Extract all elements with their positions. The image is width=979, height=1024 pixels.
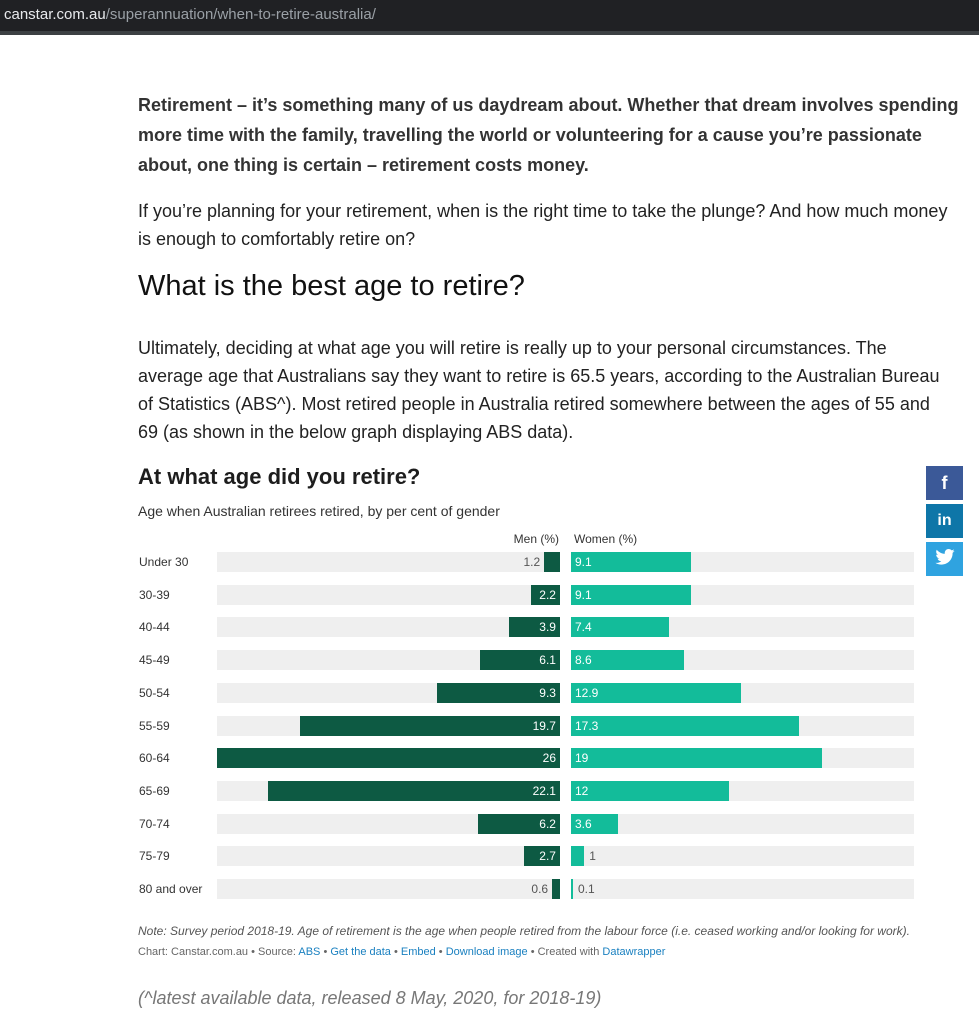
category-label: 30-39: [139, 587, 170, 602]
chart-title: At what age did you retire?: [138, 464, 421, 489]
section-heading: What is the best age to retire?: [138, 270, 525, 302]
men-track: [217, 552, 560, 572]
linkedin-share-button[interactable]: in: [926, 504, 963, 538]
men-bar: [530, 584, 560, 605]
men-track: [217, 617, 560, 638]
created-with-text: Created with: [537, 946, 603, 958]
article-paragraph-2: Ultimately, deciding at what age you wil…: [138, 338, 940, 442]
men-track: [217, 584, 560, 605]
women-value-label: 8.6: [575, 653, 592, 668]
credit-sep: •: [435, 946, 446, 958]
browser-address-bar[interactable]: canstar.com.au/superannuation/when-to-re…: [0, 0, 979, 31]
download-image-link[interactable]: Download image: [445, 946, 528, 958]
men-bar: [437, 682, 560, 703]
men-track: [217, 813, 560, 834]
category-label: 45-49: [139, 653, 170, 668]
category-label: 55-59: [139, 718, 170, 733]
article-lead: Retirement – it’s something many of us d…: [138, 95, 959, 175]
men-value-label: 26: [542, 751, 556, 766]
women-value-label: 17.3: [575, 718, 599, 733]
facebook-icon: f: [941, 472, 948, 493]
women-value-label: 9.1: [575, 555, 592, 569]
datawrapper-link[interactable]: Datawrapper: [602, 946, 666, 958]
article-paragraph-1: If you’re planning for your retirement, …: [138, 201, 948, 249]
women-bar: [571, 650, 685, 671]
chart-subtitle: Age when Australian retirees retired, by…: [138, 503, 500, 519]
women-value-label: 1: [589, 849, 596, 864]
men-value-label: 19.7: [532, 718, 556, 733]
men-bar: [300, 715, 560, 736]
men-value-label: 6.2: [539, 816, 556, 831]
women-column-header: Women (%): [574, 532, 638, 546]
address-bar-border: [0, 31, 979, 35]
women-value-label: 12.9: [575, 685, 599, 700]
men-bar: [544, 552, 560, 572]
category-label: 80 and over: [139, 882, 203, 896]
women-bar: [571, 682, 742, 703]
women-value-label: 19: [575, 751, 589, 766]
women-value-label: 7.4: [575, 620, 592, 635]
women-bar: [571, 748, 822, 769]
women-value-label: 0.1: [578, 882, 595, 896]
women-track: [571, 813, 914, 834]
twitter-icon: [934, 548, 955, 570]
url-path: /superannuation/when-to-retire-australia…: [105, 6, 376, 23]
url-host: canstar.com.au: [4, 6, 106, 23]
linkedin-icon: in: [937, 512, 952, 529]
women-bar: [571, 617, 669, 638]
women-track: [571, 879, 914, 899]
men-bar: [479, 650, 560, 671]
women-bar: [571, 879, 573, 899]
women-value-label: 3.6: [575, 816, 592, 831]
category-label: Under 30: [139, 555, 189, 569]
men-bar: [524, 846, 560, 867]
category-label: 60-64: [139, 751, 170, 766]
data-release-note: (^latest available data, released 8 May,…: [138, 988, 602, 1008]
category-label: 50-54: [139, 685, 170, 700]
men-track: [217, 846, 560, 867]
category-label: 65-69: [139, 783, 170, 798]
men-bar: [508, 617, 560, 638]
women-bar: [571, 715, 800, 736]
chart-credit: Chart: Canstar.com.au • Source: ABS • Ge…: [138, 946, 665, 958]
men-value-label: 2.7: [539, 849, 556, 864]
category-label: 40-44: [139, 620, 170, 635]
women-bar: [571, 813, 619, 834]
get-data-link[interactable]: Get the data: [330, 946, 391, 958]
men-column-header: Men (%): [513, 532, 559, 546]
chart-note: Note: Survey period 2018-19. Age of reti…: [138, 924, 910, 938]
men-bar: [552, 879, 560, 899]
women-bar: [571, 584, 692, 605]
women-bar: [571, 846, 585, 867]
men-value-label: 9.3: [539, 685, 556, 700]
men-value-label: 0.6: [531, 882, 549, 896]
men-value-label: 6.1: [539, 653, 556, 668]
credit-sep: •: [320, 946, 331, 958]
credit-sep: •: [527, 946, 538, 958]
women-bar: [571, 780, 730, 801]
men-value-label: 1.2: [523, 555, 541, 569]
men-value-label: 2.2: [539, 587, 556, 602]
men-value-label: 22.1: [532, 783, 556, 798]
women-track: [571, 846, 914, 867]
men-bar: [478, 813, 560, 834]
men-track: [217, 879, 560, 899]
women-bar: [571, 552, 692, 572]
credit-sep: •: [390, 946, 401, 958]
women-value-label: 9.1: [575, 587, 592, 602]
men-bar: [217, 748, 560, 769]
embed-link[interactable]: Embed: [400, 946, 436, 958]
women-value-label: 12: [575, 783, 589, 798]
facebook-share-button[interactable]: f: [926, 466, 963, 500]
url-text[interactable]: canstar.com.au/superannuation/when-to-re…: [4, 6, 376, 23]
category-label: 70-74: [139, 816, 170, 831]
credit-prefix: Chart: Canstar.com.au • Source:: [138, 946, 299, 958]
men-value-label: 3.9: [539, 620, 556, 635]
source-abs-link[interactable]: ABS: [298, 946, 321, 958]
men-track: [217, 650, 560, 671]
category-label: 75-79: [139, 849, 170, 864]
men-bar: [268, 780, 560, 801]
twitter-share-button[interactable]: [926, 542, 963, 576]
